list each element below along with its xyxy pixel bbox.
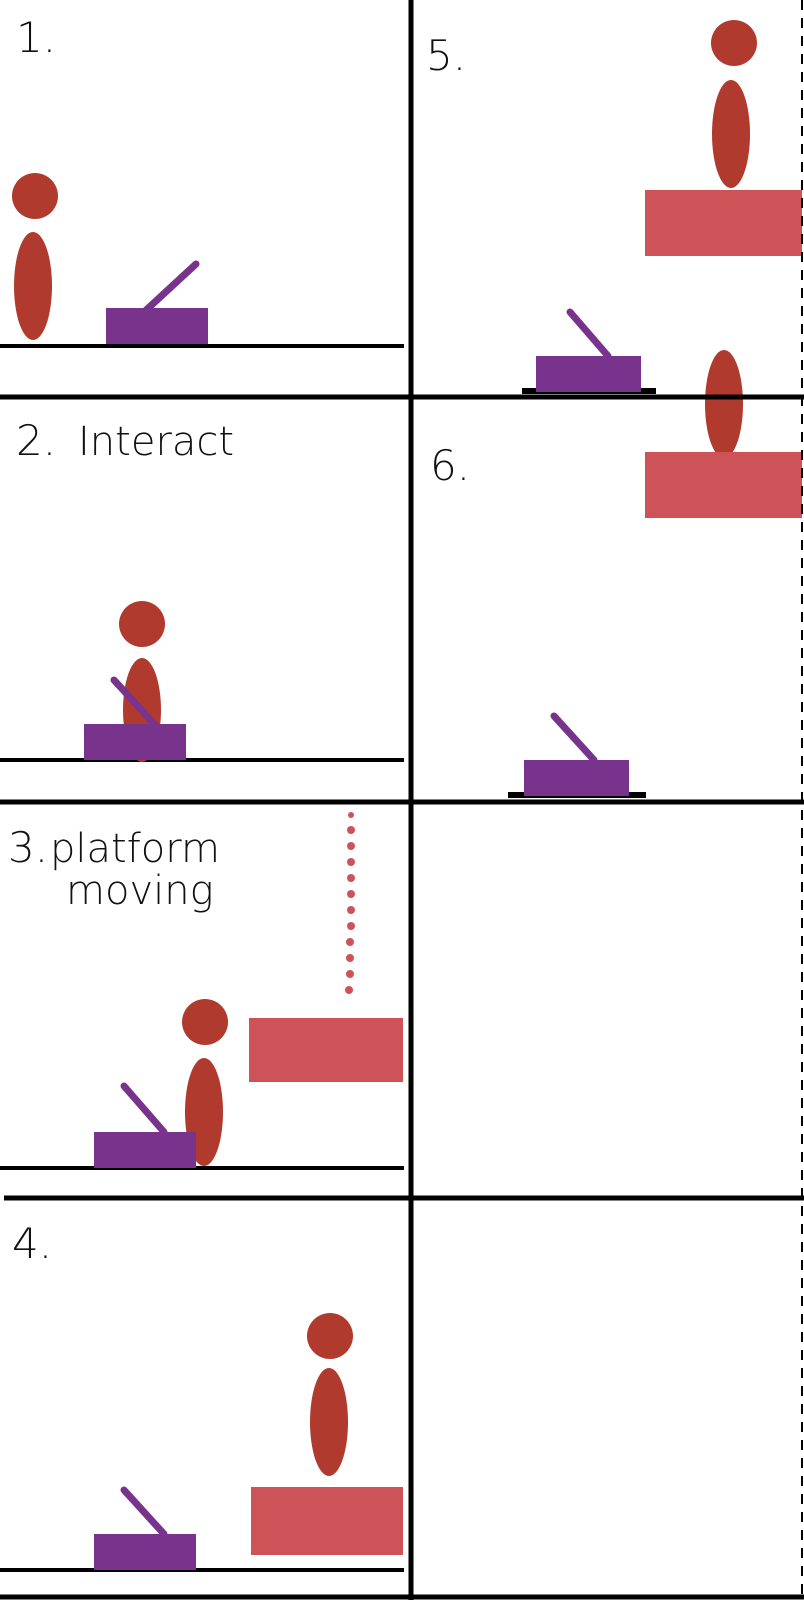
panel-2-label: 2. — [16, 416, 56, 465]
lever-switch — [106, 260, 208, 344]
character-head — [711, 20, 757, 66]
lever-handle — [120, 1486, 168, 1538]
character-head — [119, 601, 165, 647]
panel-1-label: 1. — [16, 13, 56, 62]
character — [12, 173, 58, 340]
panel-2: 2. Interact — [0, 416, 404, 762]
panel-5: 5. — [426, 20, 802, 394]
lever-switch — [94, 1486, 196, 1570]
platform-motion-trail — [345, 812, 355, 994]
panel-4: 4. — [0, 1219, 404, 1572]
lever-base — [94, 1132, 196, 1168]
character-body — [712, 80, 750, 188]
panel-4-label: 4. — [12, 1219, 52, 1268]
lever-switch — [524, 712, 629, 796]
lever-handle — [566, 308, 612, 360]
moving-platform — [251, 1487, 403, 1555]
character-body — [310, 1368, 348, 1476]
moving-platform — [645, 190, 802, 256]
lever-base — [94, 1534, 196, 1570]
panel-6-label: 6. — [430, 441, 470, 490]
panel-5-label: 5. — [426, 31, 466, 80]
lever-switch — [84, 676, 186, 760]
character-head — [182, 999, 228, 1045]
panel-3-caption-line-1: platform — [50, 826, 220, 872]
lever-handle — [140, 260, 200, 316]
character-head — [12, 173, 58, 219]
character — [711, 20, 757, 188]
lever-handle — [550, 712, 598, 764]
character-body — [705, 350, 743, 458]
panel-6: 6. — [430, 350, 802, 798]
lever-base — [524, 760, 629, 796]
moving-platform — [249, 1018, 403, 1082]
moving-platform — [645, 452, 802, 518]
lever-switch — [536, 308, 641, 392]
lever-handle — [120, 1082, 168, 1136]
lever-base — [84, 724, 186, 760]
panel-3-caption-line-2: moving — [66, 868, 214, 914]
lever-switch — [94, 1082, 196, 1168]
character — [307, 1313, 353, 1476]
lever-base — [536, 356, 641, 392]
panel-2-caption: Interact — [78, 419, 234, 465]
panel-3-label: 3. — [8, 823, 48, 872]
character-body — [14, 232, 52, 340]
character-head — [307, 1313, 353, 1359]
panel-3: 3. platform moving — [0, 812, 404, 1170]
lever-base — [106, 308, 208, 344]
lever-handle — [110, 676, 160, 730]
panel-1: 1. — [0, 13, 404, 348]
